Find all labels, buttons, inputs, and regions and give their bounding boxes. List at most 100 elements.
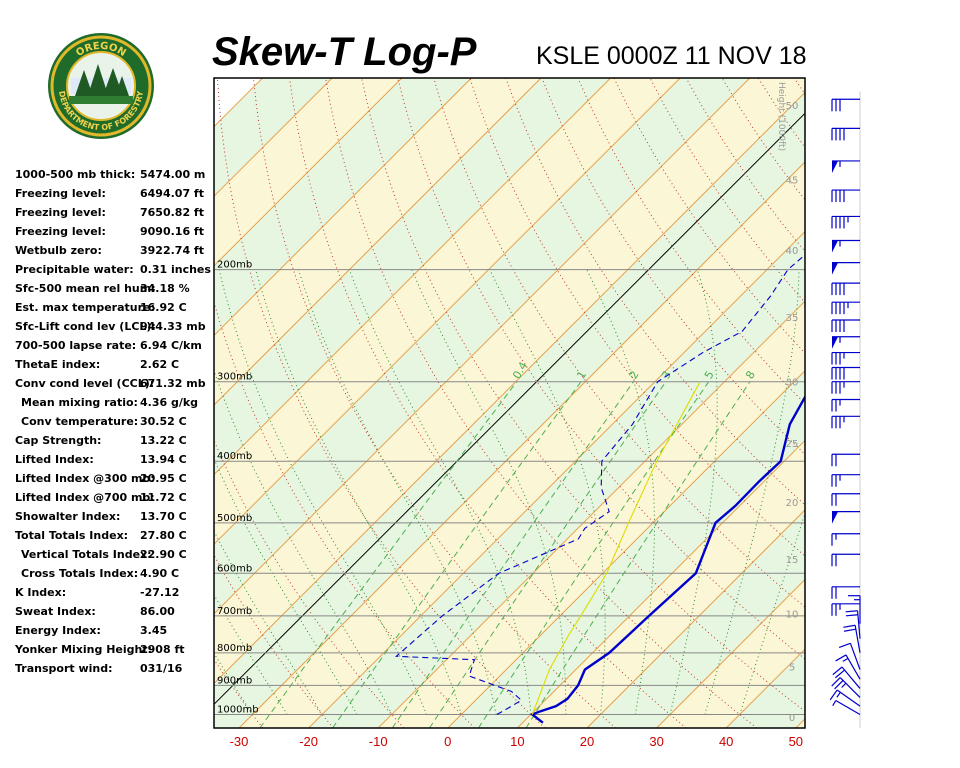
- wind-barb: [832, 699, 861, 716]
- isotherm-line: [214, 78, 333, 197]
- index-value: 86.00: [140, 605, 175, 618]
- index-value: 4.90 C: [140, 567, 180, 580]
- dry-adiabat: [902, 78, 960, 728]
- dry-adiabat: [397, 78, 805, 660]
- mixing-ratio-line: [478, 381, 710, 728]
- index-label: 1000-500 mb thick:: [15, 168, 136, 181]
- index-value: -27.12: [140, 586, 180, 599]
- parcel-profile: [531, 381, 701, 715]
- index-label: Transport wind:: [15, 662, 113, 675]
- isotherm-line: [447, 370, 805, 728]
- index-value: 16.92 C: [140, 301, 187, 314]
- dewpoint-profile: [394, 254, 805, 715]
- isotherm-line: [238, 161, 805, 728]
- index-value: 671.32 mb: [140, 377, 206, 390]
- index-value: 031/16: [140, 662, 183, 675]
- height-tick-label: 20: [786, 498, 799, 509]
- height-tick-label: 45: [786, 175, 799, 186]
- x-tick-label: 10: [510, 734, 524, 749]
- isotherm-band: [214, 78, 805, 684]
- index-label: Precipitable water:: [15, 263, 134, 276]
- isotherm-line: [214, 78, 542, 406]
- wind-barb: [831, 127, 860, 141]
- index-label: Lifted Index:: [15, 453, 94, 466]
- logo-top-text: OREGON: [74, 41, 127, 59]
- index-label: 700-500 lapse rate:: [15, 339, 137, 352]
- index-value: 13.94 C: [140, 453, 187, 466]
- index-value: 20.95 C: [140, 472, 187, 485]
- index-label: Mean mixing ratio:: [21, 396, 138, 409]
- x-tick-label: 20: [580, 734, 594, 749]
- mixing-ratio-line: [332, 381, 582, 728]
- height-axis-label: Height (1000ft): [776, 82, 786, 151]
- index-label: Energy Index:: [15, 624, 101, 637]
- x-tick-label: -20: [299, 734, 318, 749]
- index-value: 7650.82 ft: [140, 206, 204, 219]
- pressure-label: 800mb: [217, 643, 252, 654]
- wind-barb: [831, 603, 860, 616]
- wind-barb: [831, 398, 860, 412]
- x-tick-label: 0: [444, 734, 451, 749]
- isotherm-line: [586, 509, 805, 728]
- pressure-label: 500mb: [217, 513, 252, 524]
- isotherm-line: [865, 78, 960, 728]
- wind-barb: [831, 215, 860, 229]
- pressure-label: 200mb: [217, 260, 252, 271]
- wind-barb: [832, 511, 860, 524]
- index-label: Wetbulb zero:: [15, 244, 102, 257]
- pressure-label: 700mb: [217, 606, 252, 617]
- isotherm-line: [214, 78, 751, 615]
- height-tick-label: 10: [786, 610, 799, 621]
- isotherm-band: [795, 718, 805, 728]
- index-value: 5474.00 m: [140, 168, 206, 181]
- index-value: 9090.16 ft: [140, 225, 204, 238]
- index-label: Freezing level:: [15, 206, 106, 219]
- dry-adiabat: [866, 78, 960, 728]
- wind-barb: [831, 319, 860, 333]
- wind-barb: [831, 189, 860, 203]
- index-label: Vertical Totals Index:: [21, 548, 152, 561]
- height-tick-label: 40: [786, 246, 799, 257]
- height-tick-label: 0: [789, 713, 795, 724]
- height-tick-label: 35: [786, 313, 799, 324]
- pressure-label: 400mb: [217, 451, 252, 462]
- station-time-label: KSLE 0000Z 11 NOV 18: [536, 42, 807, 70]
- wind-barb: [831, 677, 861, 698]
- index-value: 22.90 C: [140, 548, 187, 561]
- index-label: K Index:: [15, 586, 67, 599]
- moist-adiabat: [214, 369, 393, 715]
- dry-adiabat: [28, 78, 192, 728]
- wind-barb: [829, 689, 861, 707]
- index-label: Cap Strength:: [15, 434, 102, 447]
- dry-adiabat: [214, 300, 475, 728]
- index-value: 27.80 C: [140, 529, 187, 542]
- moist-adiabat: [586, 269, 655, 715]
- wind-barb: [832, 666, 861, 689]
- isotherm-line: [795, 718, 805, 728]
- reference-isotherm: [214, 112, 805, 705]
- mixing-ratio-line: [259, 381, 518, 728]
- index-value: 11.72 C: [140, 491, 187, 504]
- temperature-profile: [529, 394, 805, 724]
- index-label: Est. max temperature:: [15, 301, 155, 314]
- index-value: 2908 ft: [140, 643, 185, 656]
- isotherm-line: [214, 78, 472, 337]
- height-tick-label: 5: [789, 662, 795, 673]
- wind-barb: [831, 282, 860, 296]
- index-value: 944.33 mb: [140, 320, 206, 333]
- height-tick-label: 25: [786, 439, 799, 450]
- index-label: Conv temperature:: [21, 415, 139, 428]
- height-tick-label: 50: [786, 101, 799, 112]
- index-label: Lifted Index @700 mb:: [15, 491, 155, 504]
- dry-adiabat: [361, 78, 805, 712]
- moist-adiabat: [348, 269, 532, 715]
- wind-barb: [832, 262, 860, 275]
- isotherm-line: [214, 78, 681, 545]
- x-tick-label: 50: [789, 734, 803, 749]
- x-tick-label: 30: [649, 734, 663, 749]
- index-value: 6494.07 ft: [140, 187, 204, 200]
- wind-barb: [835, 654, 861, 680]
- pressure-label: 300mb: [217, 372, 252, 383]
- isotherm-line: [377, 300, 805, 728]
